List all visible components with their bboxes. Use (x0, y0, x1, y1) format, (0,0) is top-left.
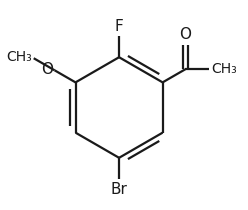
Text: O: O (179, 27, 191, 42)
Text: CH₃: CH₃ (6, 50, 32, 64)
Text: F: F (115, 19, 124, 34)
Text: Br: Br (111, 182, 127, 197)
Text: CH₃: CH₃ (211, 62, 237, 76)
Text: O: O (41, 62, 53, 77)
